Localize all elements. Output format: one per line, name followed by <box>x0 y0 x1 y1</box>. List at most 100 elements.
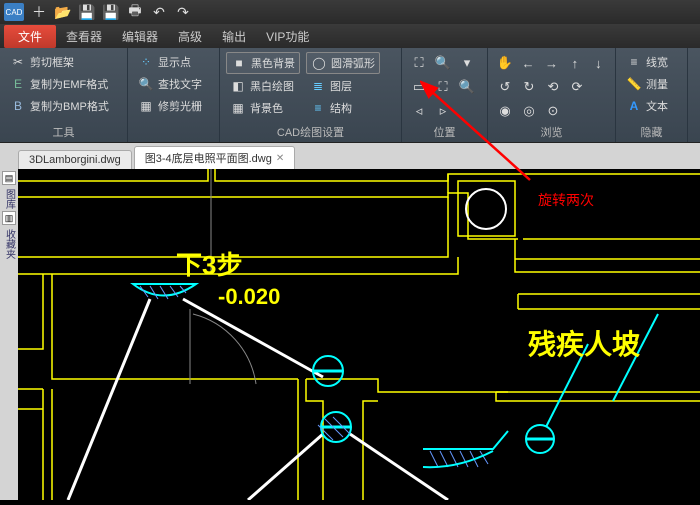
next-view-icon[interactable]: ▹ <box>432 100 454 122</box>
save-icon[interactable]: 💾 <box>78 3 96 21</box>
up-icon[interactable]: ↑ <box>564 52 585 74</box>
ruler-icon: 📏 <box>626 76 642 92</box>
rotate-l-icon[interactable]: ⟲ <box>542 76 564 98</box>
group-label-position: 位置 <box>408 122 481 140</box>
rotate-ccw-icon[interactable]: ↺ <box>494 76 516 98</box>
layer-icon: ≣ <box>310 78 326 94</box>
menu-bar: 文件 查看器 编辑器 高级 输出 VIP功能 <box>0 24 700 48</box>
menu-vip[interactable]: VIP功能 <box>256 25 319 48</box>
label: 显示点 <box>158 54 191 70</box>
ribbon: ✂剪切框架 E复制为EMF格式 B复制为BMP格式 工具 ⁘显示点 🔍查找文字 … <box>0 48 700 143</box>
smooth-arc-button[interactable]: ◯圆滑弧形 <box>306 52 380 74</box>
lw-icon: ≡ <box>626 54 642 70</box>
measure-button[interactable]: 📏测量 <box>622 74 681 94</box>
points-icon: ⁘ <box>138 54 154 70</box>
label: 复制为BMP格式 <box>30 98 109 114</box>
left-icon[interactable]: ← <box>517 52 538 74</box>
side-panel: ▤ 图库 ▥ 收藏夹 <box>0 169 18 500</box>
steps-label: 下3步 <box>176 250 242 280</box>
text-icon: A <box>626 98 642 114</box>
panel-label-2: 收藏夹 <box>2 229 17 259</box>
tab-name: 图3-4底层电照平面图.dwg <box>145 150 272 166</box>
label: 线宽 <box>646 54 668 70</box>
copy-emf-button[interactable]: E复制为EMF格式 <box>6 74 121 94</box>
new-icon[interactable]: ＋ <box>30 3 48 21</box>
palette-icon: ▦ <box>230 100 246 116</box>
orbit2-icon[interactable]: ◎ <box>518 100 540 122</box>
ramp-label: 残疾人坡 <box>528 328 640 360</box>
document-tabbar: 3DLamborgini.dwg 图3-4底层电照平面图.dwg ✕ <box>0 143 700 169</box>
menu-viewer[interactable]: 查看器 <box>56 25 112 48</box>
extents-icon[interactable]: ⛶ <box>408 52 430 74</box>
title-bar: CAD ＋ 📂 💾 💾 🖶 ↶ ↷ <box>0 0 700 24</box>
label: 圆滑弧形 <box>331 55 375 71</box>
workspace: ▤ 图库 ▥ 收藏夹 <box>0 169 700 500</box>
menu-advanced[interactable]: 高级 <box>168 25 212 48</box>
label: 查找文字 <box>158 76 202 92</box>
window-icon[interactable]: ▭ <box>408 76 430 98</box>
right-icon[interactable]: → <box>541 52 562 74</box>
lineweight-button[interactable]: ≡线宽 <box>622 52 681 72</box>
fit-icon[interactable]: ⛶ <box>432 76 454 98</box>
copy-bmp-button[interactable]: B复制为BMP格式 <box>6 96 121 116</box>
scissors-icon: ✂ <box>10 54 26 70</box>
pan-icon[interactable]: ✋ <box>494 52 515 74</box>
bmp-icon: B <box>10 98 26 114</box>
text-button[interactable]: A文本 <box>622 96 681 116</box>
black-square-icon: ■ <box>231 55 247 71</box>
search-icon: 🔍 <box>138 76 154 92</box>
clip-frame-button[interactable]: ✂剪切框架 <box>6 52 121 72</box>
panel-btn-2[interactable]: ▥ <box>2 211 16 225</box>
zoom-out-icon[interactable]: 🔍 <box>456 76 478 98</box>
saveas-icon[interactable]: 💾 <box>102 3 120 21</box>
tab-name: 3DLamborgini.dwg <box>29 154 121 166</box>
trim-raster-button[interactable]: ▦修剪光栅 <box>134 96 213 116</box>
orbit-icon[interactable]: ◉ <box>494 100 516 122</box>
label: 背景色 <box>250 100 283 116</box>
rotate-r-icon[interactable]: ⟳ <box>566 76 588 98</box>
layer-button[interactable]: ≣图层 <box>306 76 380 96</box>
label: 图层 <box>330 78 352 94</box>
prev-view-icon[interactable]: ◃ <box>408 100 430 122</box>
group-label-empty1 <box>134 138 213 140</box>
bw-draw-button[interactable]: ◧黑白绘图 <box>226 76 300 96</box>
annotation-text: 旋转两次 <box>538 190 594 210</box>
tab-0[interactable]: 3DLamborgini.dwg <box>18 150 132 169</box>
tab-1[interactable]: 图3-4底层电照平面图.dwg ✕ <box>134 146 296 169</box>
structure-button[interactable]: ≡结构 <box>306 98 380 118</box>
black-bg-button[interactable]: ■黑色背景 <box>226 52 300 74</box>
label: 修剪光栅 <box>158 98 202 114</box>
elev-label: -0.020 <box>218 284 280 309</box>
down-icon[interactable]: ↓ <box>588 52 609 74</box>
close-icon[interactable]: ✕ <box>276 153 284 164</box>
label: 黑色背景 <box>251 55 295 71</box>
label: 复制为EMF格式 <box>30 76 108 92</box>
group-label-hide: 隐藏 <box>622 122 681 140</box>
group-label-tools: 工具 <box>6 122 121 140</box>
menu-file[interactable]: 文件 <box>4 25 56 48</box>
trim-icon: ▦ <box>138 98 154 114</box>
orbit3-icon[interactable]: ⊙ <box>542 100 564 122</box>
structure-icon: ≡ <box>310 100 326 116</box>
rotate-cw-icon[interactable]: ↻ <box>518 76 540 98</box>
find-text-button[interactable]: 🔍查找文字 <box>134 74 213 94</box>
bw-icon: ◧ <box>230 78 246 94</box>
arc-icon: ◯ <box>311 55 327 71</box>
panel-btn-1[interactable]: ▤ <box>2 171 16 185</box>
group-label-cad-settings: CAD绘图设置 <box>226 122 395 140</box>
open-icon[interactable]: 📂 <box>54 3 72 21</box>
zoom-dd-icon[interactable]: ▾ <box>456 52 478 74</box>
menu-output[interactable]: 输出 <box>212 25 256 48</box>
show-points-button[interactable]: ⁘显示点 <box>134 52 213 72</box>
app-logo: CAD <box>4 3 24 21</box>
label: 测量 <box>646 76 668 92</box>
zoom-in-icon[interactable]: 🔍 <box>432 52 454 74</box>
drawing-canvas[interactable]: 下3步 -0.020 残疾人坡 <box>18 169 700 500</box>
group-label-browse: 浏览 <box>494 122 609 140</box>
undo-icon[interactable]: ↶ <box>150 3 168 21</box>
panel-label-1: 图库 <box>2 189 17 209</box>
bg-color-button[interactable]: ▦背景色 <box>226 98 300 118</box>
menu-editor[interactable]: 编辑器 <box>112 25 168 48</box>
redo-icon[interactable]: ↷ <box>174 3 192 21</box>
print-icon[interactable]: 🖶 <box>126 3 144 21</box>
